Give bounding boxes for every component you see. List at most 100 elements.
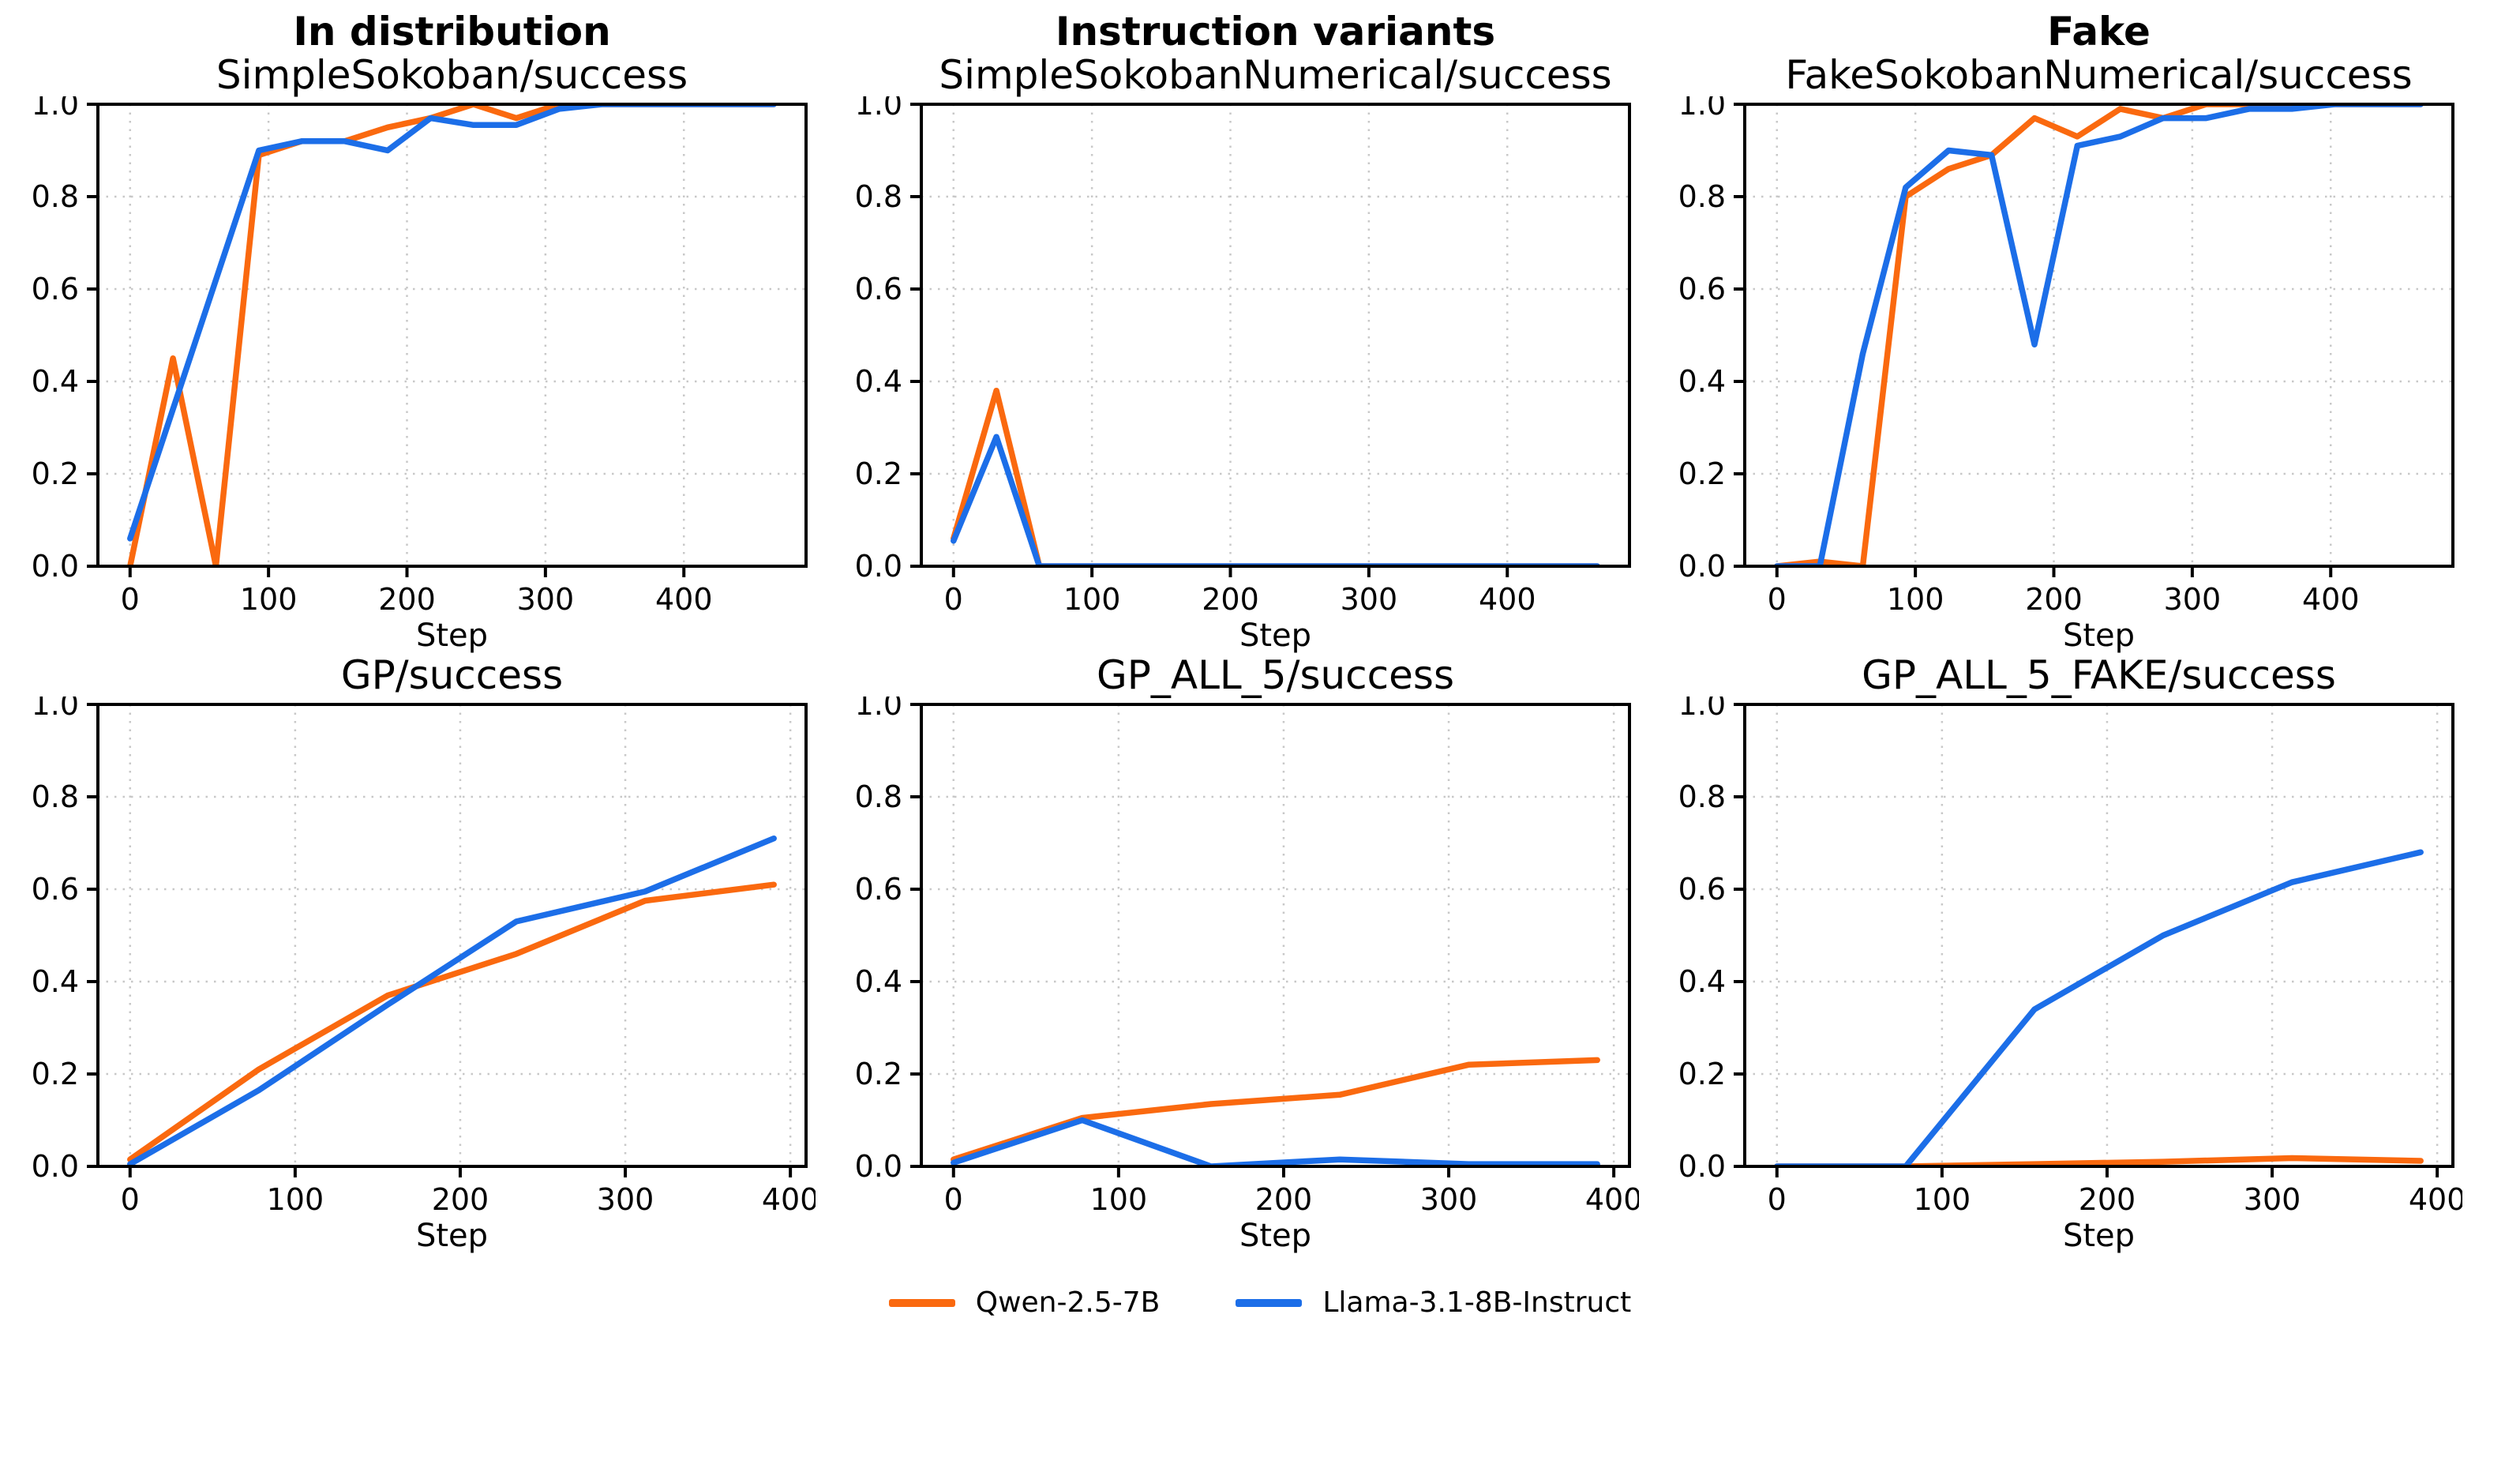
svg-text:0: 0 (1768, 1182, 1787, 1217)
plot-simple-sokoban-numerical: 0 100 200 300 400 0.0 0.2 0.4 0.6 0.8 1.0 (855, 96, 1631, 617)
svg-text:0.8: 0.8 (1678, 779, 1726, 814)
svg-text:0.0: 0.0 (32, 549, 79, 584)
svg-text:0: 0 (121, 582, 140, 617)
svg-text:200: 200 (1202, 582, 1259, 617)
svg-text:400: 400 (1585, 1182, 1639, 1217)
svg-text:1.0: 1.0 (1678, 96, 1726, 122)
chart-gp-all-5-fake: GP_ALL_5_FAKE/success 0 100 200 300 400 0.0 0.… (1669, 654, 2492, 1254)
legend: Qwen-2.5-7B Llama-3.1-8B-Instruct (0, 1286, 2520, 1320)
svg-text:300: 300 (2244, 1182, 2301, 1217)
svg-text:100: 100 (267, 1182, 324, 1217)
svg-text:200: 200 (2079, 1182, 2136, 1217)
svg-text:0: 0 (1768, 582, 1787, 617)
plot-fake-sokoban-numerical: 0 100 200 300 400 0.0 0.2 0.4 0.6 0.8 1.0 (1678, 96, 2454, 617)
chart-fake-sokoban-numerical: Fake FakeSokobanNumerical/success 0 100 20… (1669, 9, 2492, 654)
x-axis-label: Step (2062, 1218, 2136, 1254)
svg-text:400: 400 (2409, 1182, 2462, 1217)
svg-text:0.8: 0.8 (1678, 179, 1726, 214)
plot-gp-all-5-fake: 0 100 200 300 400 0.0 0.2 0.4 0.6 0.8 1.0 (1678, 697, 2462, 1217)
legend-label-qwen: Qwen-2.5-7B (975, 1286, 1161, 1319)
svg-text:200: 200 (378, 582, 436, 617)
svg-text:400: 400 (655, 582, 713, 617)
svg-text:0.0: 0.0 (1678, 1149, 1726, 1184)
svg-text:0.4: 0.4 (855, 964, 902, 999)
svg-text:0.2: 0.2 (855, 1057, 902, 1091)
svg-text:100: 100 (1063, 582, 1121, 617)
svg-text:0.2: 0.2 (32, 456, 79, 491)
svg-text:300: 300 (1341, 582, 1398, 617)
svg-text:0.0: 0.0 (32, 1149, 79, 1184)
plot-gp-all-5: 0 100 200 300 400 0.0 0.2 0.4 0.6 0.8 1.0 (855, 697, 1639, 1217)
svg-text:0: 0 (944, 1182, 963, 1217)
legend-item-llama: Llama-3.1-8B-Instruct (1236, 1286, 1631, 1320)
chart-title-gp-all-5: GP_ALL_5/success (1096, 652, 1455, 698)
x-axis-label: Step (1239, 1218, 1312, 1254)
legend-swatch-qwen (888, 1299, 955, 1307)
svg-text:0.8: 0.8 (32, 179, 79, 214)
legend-label-llama: Llama-3.1-8B-Instruct (1322, 1286, 1632, 1319)
plot-simple-sokoban: 0 100 200 300 400 0.0 0.2 0.4 0.6 0.8 1.0 (32, 96, 808, 617)
svg-text:100: 100 (1090, 1182, 1148, 1217)
legend-item-qwen: Qwen-2.5-7B (888, 1286, 1161, 1320)
chart-title-fake-sokoban-numerical: FakeSokobanNumerical/success (1785, 52, 2413, 98)
svg-text:400: 400 (1479, 582, 1536, 617)
svg-text:1.0: 1.0 (32, 697, 79, 722)
svg-text:0.0: 0.0 (855, 549, 902, 584)
svg-text:0.4: 0.4 (855, 364, 902, 399)
x-axis-label: Step (415, 1218, 489, 1254)
svg-text:300: 300 (597, 1182, 654, 1217)
svg-text:200: 200 (1255, 1182, 1313, 1217)
svg-text:100: 100 (1887, 582, 1944, 617)
chart-title-simple-sokoban: SimpleSokoban/success (216, 52, 688, 98)
svg-text:1.0: 1.0 (1678, 697, 1726, 722)
column-title-in-distribution: In distribution (293, 9, 611, 54)
svg-text:1.0: 1.0 (855, 697, 902, 722)
column-title-fake: Fake (2047, 9, 2151, 54)
svg-text:0: 0 (944, 582, 963, 617)
svg-text:400: 400 (2302, 582, 2360, 617)
chart-title-gp-all-5-fake: GP_ALL_5_FAKE/success (1862, 652, 2336, 698)
svg-text:0.6: 0.6 (32, 272, 79, 306)
legend-swatch-llama (1236, 1299, 1303, 1307)
chart-simple-sokoban-numerical: Instruction variants SimpleSokobanNumeri… (846, 9, 1669, 654)
svg-text:1.0: 1.0 (855, 96, 902, 122)
svg-text:0.4: 0.4 (32, 964, 79, 999)
chart-title-gp: GP/success (340, 652, 564, 698)
svg-text:0.8: 0.8 (855, 179, 902, 214)
chart-gp: GP/success 0 100 200 300 400 0.0 0.2 0.4 0.6 0.8 1… (22, 654, 846, 1254)
plot-gp: 0 100 200 300 400 0.0 0.2 0.4 0.6 0.8 1.0 (32, 697, 816, 1217)
svg-text:300: 300 (2164, 582, 2222, 617)
svg-text:0.4: 0.4 (32, 364, 79, 399)
chart-title-simple-sokoban-numerical: SimpleSokobanNumerical/success (939, 52, 1612, 98)
svg-text:0.8: 0.8 (855, 779, 902, 814)
chart-row-bottom: GP/success 0 100 200 300 400 0.0 0.2 0.4 0.6 0.8 1… (0, 654, 2520, 1254)
x-axis-label: Step (1239, 618, 1312, 654)
svg-text:0.6: 0.6 (32, 872, 79, 907)
x-axis-label: Step (415, 618, 489, 654)
svg-text:0.4: 0.4 (1678, 964, 1726, 999)
svg-text:0.2: 0.2 (1678, 1057, 1726, 1091)
svg-text:300: 300 (1420, 1182, 1478, 1217)
svg-text:0.4: 0.4 (1678, 364, 1726, 399)
chart-row-top: In distribution SimpleSokoban/success 0 1… (0, 9, 2520, 654)
svg-text:100: 100 (240, 582, 298, 617)
svg-text:0.2: 0.2 (855, 456, 902, 491)
svg-text:0.0: 0.0 (1678, 549, 1726, 584)
svg-text:0.6: 0.6 (855, 872, 902, 907)
chart-gp-all-5: GP_ALL_5/success 0 100 200 300 400 0.0 0.2 0.4 0… (846, 654, 1669, 1254)
svg-text:0.0: 0.0 (855, 1149, 902, 1184)
svg-text:300: 300 (517, 582, 575, 617)
svg-text:400: 400 (762, 1182, 816, 1217)
svg-text:100: 100 (1914, 1182, 1971, 1217)
svg-text:0.2: 0.2 (1678, 456, 1726, 491)
svg-text:0.2: 0.2 (32, 1057, 79, 1091)
svg-text:0.8: 0.8 (32, 779, 79, 814)
svg-text:0: 0 (121, 1182, 140, 1217)
chart-simple-sokoban: In distribution SimpleSokoban/success 0 1… (22, 9, 846, 654)
svg-text:0.6: 0.6 (1678, 872, 1726, 907)
svg-text:0.6: 0.6 (855, 272, 902, 306)
svg-text:200: 200 (432, 1182, 489, 1217)
svg-text:0.6: 0.6 (1678, 272, 1726, 306)
svg-text:200: 200 (2025, 582, 2083, 617)
